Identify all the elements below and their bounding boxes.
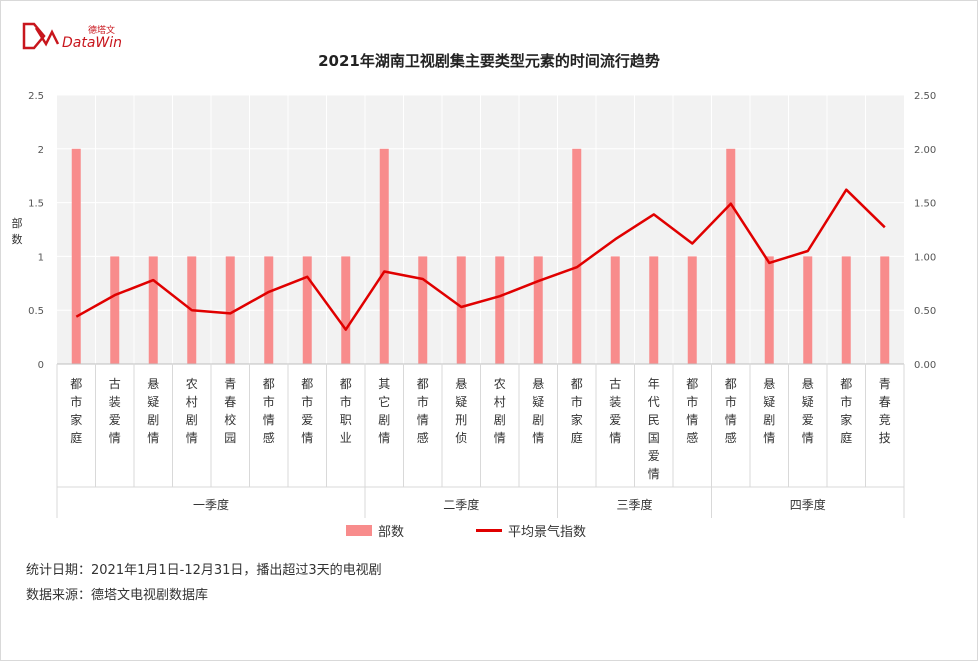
legend-swatch-line	[476, 529, 502, 532]
category-label: 都市情感	[263, 377, 275, 445]
y-tick-label-left: 2.5	[28, 91, 44, 102]
category-label: 农村剧情	[494, 377, 506, 445]
category-label: 都市职业	[340, 377, 352, 445]
quarter-label: 一季度	[193, 497, 229, 512]
category-label: 都市情感	[686, 377, 698, 445]
stat-date-note: 统计日期：2021年1月1日-12月31日，播出超过3天的电视剧	[26, 563, 382, 578]
bar	[726, 148, 736, 364]
bar	[687, 256, 697, 364]
category-label: 年代民国爱情	[648, 377, 660, 481]
chart-title: 2021年湖南卫视剧集主要类型元素的时间流行趋势	[318, 52, 660, 70]
bar	[302, 256, 312, 364]
bar	[110, 256, 120, 364]
category-label: 都市爱情	[301, 377, 313, 445]
category-label: 青春校园	[224, 377, 236, 445]
y-tick-label-right: 1.50	[914, 199, 936, 210]
bar	[803, 256, 813, 364]
category-label: 都市情感	[417, 377, 429, 445]
category-label: 农村剧情	[186, 377, 198, 445]
y-tick-label-left: 0.5	[28, 306, 44, 317]
bar	[572, 148, 582, 364]
category-label: 都市家庭	[840, 377, 852, 445]
category-label: 悬疑刑侦	[455, 377, 467, 445]
y-tick-label-right: 0.50	[914, 306, 936, 317]
bar	[456, 256, 466, 364]
bar	[533, 256, 543, 364]
category-label: 都市家庭	[571, 377, 583, 445]
bar	[71, 148, 81, 364]
category-label: 其它剧情	[378, 377, 390, 445]
bar	[495, 256, 505, 364]
category-label: 悬疑剧情	[532, 377, 544, 445]
category-label: 悬疑剧情	[147, 377, 159, 445]
category-label: 青春竞技	[879, 377, 891, 445]
quarter-label: 三季度	[616, 497, 652, 512]
bar	[418, 256, 428, 364]
category-label: 都市情感	[725, 377, 737, 445]
bar	[264, 256, 274, 364]
y-tick-label-left: 1.5	[28, 199, 44, 210]
category-label: 都市家庭	[70, 377, 82, 445]
bar	[649, 256, 659, 364]
chart-notes: 统计日期：2021年1月1日-12月31日，播出超过3天的电视剧 数据来源：德塔…	[26, 558, 382, 608]
y-tick-label-right: 2.50	[914, 91, 936, 102]
bar	[341, 256, 351, 364]
category-label: 悬疑剧情	[763, 377, 775, 445]
category-label: 悬疑爱情	[802, 377, 814, 445]
quarter-label: 二季度	[443, 497, 479, 512]
bar	[148, 256, 158, 364]
category-label: 古装爱情	[109, 376, 121, 445]
bar	[880, 256, 890, 364]
bar	[225, 256, 235, 364]
bar	[379, 148, 389, 364]
datawin-logo: 德塔文 DataWin	[22, 18, 152, 58]
y-tick-label-right: 2.00	[914, 145, 936, 156]
legend-label-bar: 部数	[378, 525, 405, 540]
bar	[610, 256, 620, 364]
legend-label-line: 平均景气指数	[508, 525, 587, 540]
bar	[841, 256, 851, 364]
y-tick-label-right: 1.00	[914, 252, 936, 263]
y-tick-label-left: 1	[38, 252, 44, 263]
logo-en-text: DataWin	[62, 35, 123, 51]
y-tick-label-left: 0	[38, 360, 44, 371]
category-label: 古装爱情	[609, 376, 621, 445]
datawin-logo-icon	[22, 22, 60, 50]
y-tick-label-left: 2	[38, 145, 44, 156]
bar	[764, 256, 774, 364]
source-note: 数据来源：德塔文电视剧数据库	[26, 588, 209, 603]
line-series-avg-index	[75, 188, 886, 331]
y-tick-label-right: 0.00	[914, 360, 936, 371]
quarter-label: 四季度	[790, 497, 826, 512]
logo-cn-text: 德塔文	[88, 26, 116, 36]
y-axis-title: 部数	[11, 217, 23, 246]
legend-swatch-bar	[346, 525, 372, 536]
